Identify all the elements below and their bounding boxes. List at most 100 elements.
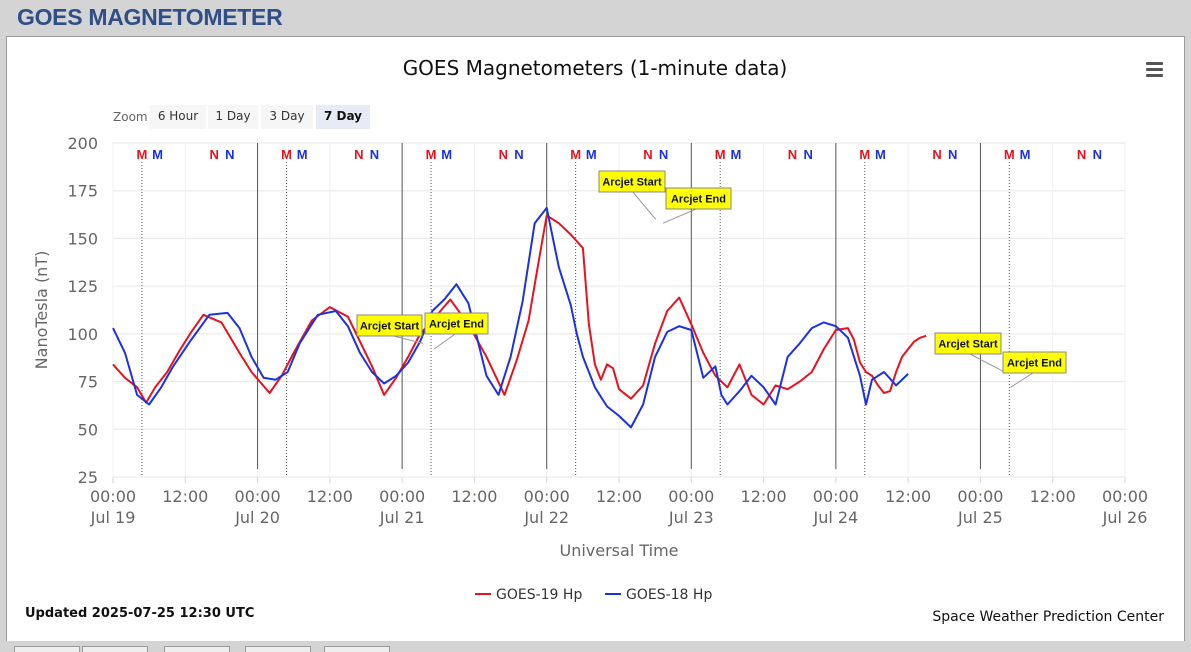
marker-label: M xyxy=(426,147,437,162)
x-axis-title: Universal Time xyxy=(559,541,678,560)
zoom-button-1d[interactable]: 1 Day xyxy=(208,105,258,129)
marker-label: M xyxy=(297,147,308,162)
x-tick-label: 00:00 xyxy=(90,487,136,506)
bottom-tab[interactable] xyxy=(245,646,311,652)
marker-label: N xyxy=(643,147,652,162)
marker-label: M xyxy=(281,147,292,162)
x-tick-label: 00:00 xyxy=(235,487,281,506)
x-tick-label: 00:00 xyxy=(379,487,425,506)
marker-label: N xyxy=(1093,147,1102,162)
bottom-tab[interactable] xyxy=(164,646,230,652)
arcjet-flag-box xyxy=(356,314,423,337)
flag-connector xyxy=(1010,371,1035,388)
marker-label: M xyxy=(715,147,726,162)
marker-label: M xyxy=(1004,147,1015,162)
marker-label: N xyxy=(1077,147,1086,162)
series-group xyxy=(112,206,927,429)
x-tick-date-label: Jul 19 xyxy=(90,508,136,527)
y-tick-label: 150 xyxy=(67,229,98,248)
arcjet-flag-label: Arcjet End xyxy=(671,194,726,206)
x-tick-label: 12:00 xyxy=(741,487,787,506)
marker-label: N xyxy=(514,147,523,162)
y-tick-label: 200 xyxy=(67,134,98,153)
arcjet-flag-label: Arcjet Start xyxy=(602,177,662,189)
legend-label: GOES-19 Hp xyxy=(496,587,582,603)
svg-text:6 Hour: 6 Hour xyxy=(158,109,198,123)
series-line xyxy=(112,206,909,429)
x-tick-label: 00:00 xyxy=(524,487,570,506)
flag-connector xyxy=(967,352,1005,373)
svg-text:3 Day: 3 Day xyxy=(269,109,304,123)
x-tick-date-label: Jul 20 xyxy=(234,508,280,527)
x-tick-label: 12:00 xyxy=(885,487,931,506)
x-tick-label: 00:00 xyxy=(957,487,1003,506)
svg-text:7 Day: 7 Day xyxy=(324,109,362,123)
y-tick-label: 175 xyxy=(67,182,98,201)
x-tick-label: 00:00 xyxy=(668,487,714,506)
x-tick-label: 00:00 xyxy=(1102,487,1148,506)
updated-timestamp: Updated 2025-07-25 12:30 UTC xyxy=(25,606,254,621)
marker-label: N xyxy=(788,147,797,162)
marker-label: N xyxy=(948,147,957,162)
marker-label: N xyxy=(803,147,812,162)
marker-label: N xyxy=(210,147,219,162)
legend-label: GOES-18 Hp xyxy=(626,587,712,603)
marker-label: N xyxy=(932,147,941,162)
x-tick-date-label: Jul 22 xyxy=(523,508,569,527)
marker-label: M xyxy=(570,147,581,162)
marker-label: N xyxy=(354,147,363,162)
page-title: GOES MAGNETOMETER xyxy=(17,4,283,30)
marker-label: N xyxy=(370,147,379,162)
x-tick-date-label: Jul 26 xyxy=(1102,508,1148,527)
arcjet-flag-label: Arcjet End xyxy=(1007,358,1062,370)
zoom-button-7d[interactable]: 7 Day xyxy=(316,105,370,129)
zoom-button-6h[interactable]: 6 Hour xyxy=(150,105,206,129)
chart-title: GOES Magnetometers (1-minute data) xyxy=(403,56,788,80)
x-tick-label: 12:00 xyxy=(307,487,353,506)
x-tick-date-label: Jul 21 xyxy=(379,508,425,527)
svg-text:1 Day: 1 Day xyxy=(215,109,250,123)
credit-text: Space Weather Prediction Center xyxy=(932,609,1164,625)
marker-label: N xyxy=(499,147,508,162)
zoom-button-3d[interactable]: 3 Day xyxy=(261,105,313,129)
marker-label: M xyxy=(859,147,870,162)
marker-label: N xyxy=(225,147,234,162)
flag-connector xyxy=(631,190,657,220)
x-tick-date-label: Jul 23 xyxy=(668,508,714,527)
marker-label: M xyxy=(1020,147,1031,162)
legend: GOES-19 Hp GOES-18 Hp xyxy=(475,587,712,603)
x-axis: 00:00 Jul 19 12:00 00:00 Jul 20 12:00 00:00 Jul… xyxy=(90,477,1148,527)
x-tick-date-label: Jul 24 xyxy=(812,508,858,527)
y-tick-label: 50 xyxy=(78,420,98,439)
arcjet-flag-label: Arcjet Start xyxy=(360,321,420,333)
arcjet-flag-box xyxy=(1002,351,1067,374)
bottom-tab[interactable] xyxy=(324,646,390,652)
zoom-label: Zoom xyxy=(113,110,148,124)
arcjet-flag-box xyxy=(665,187,732,210)
flag-connector xyxy=(662,207,699,224)
flag-connector xyxy=(433,332,457,350)
hamburger-menu-icon[interactable] xyxy=(1146,62,1163,77)
arcjet-flag-box xyxy=(934,332,1002,355)
arcjet-flag-label: Arcjet End xyxy=(429,319,484,331)
arcjet-flag-box xyxy=(598,170,666,193)
zoom-controls: Zoom 6 Hour 1 Day 3 Day 7 Day xyxy=(113,105,370,129)
y-tick-label: 125 xyxy=(67,277,98,296)
series-line xyxy=(112,214,927,406)
bottom-strip xyxy=(0,641,1191,651)
marker-label: M xyxy=(730,147,741,162)
x-tick-label: 00:00 xyxy=(813,487,859,506)
y-tick-label: 25 xyxy=(78,468,98,487)
y-axis: 25 50 75 100 125 150 175 200 xyxy=(67,134,98,487)
marker-label: M xyxy=(875,147,886,162)
arcjet-flags: Arcjet Start Arcjet End Arcjet Start Arcjet… xyxy=(356,170,1067,388)
bottom-tab[interactable] xyxy=(14,646,80,652)
y-tick-label: 100 xyxy=(67,325,98,344)
marker-label: M xyxy=(441,147,452,162)
marker-label: N xyxy=(659,147,668,162)
y-tick-label: 75 xyxy=(78,373,98,392)
x-tick-label: 12:00 xyxy=(1030,487,1076,506)
bottom-tab[interactable] xyxy=(82,646,148,652)
